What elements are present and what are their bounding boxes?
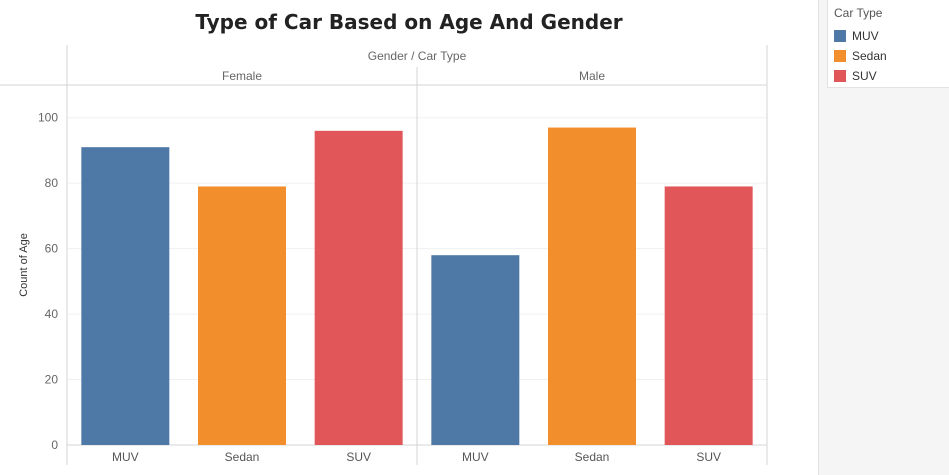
y-tick-label: 40 — [45, 307, 59, 321]
x-category-label: Sedan — [225, 450, 260, 464]
y-tick-label: 100 — [38, 111, 58, 125]
legend-title: Car Type — [834, 6, 882, 20]
bar-male-sedan[interactable] — [548, 128, 636, 445]
legend-label-muv: MUV — [852, 29, 879, 43]
x-category-label: MUV — [462, 450, 489, 464]
y-tick-label: 0 — [51, 438, 58, 452]
bar-female-muv[interactable] — [81, 147, 169, 445]
y-tick-label: 80 — [45, 176, 59, 190]
legend-label-sedan: Sedan — [852, 49, 887, 63]
chart-area: 0 20 40 60 80 100 Female MUV Sedan SUV Male MUV Seda… — [0, 0, 818, 475]
legend-swatch-muv — [834, 30, 846, 42]
bar-female-suv[interactable] — [315, 131, 403, 445]
bar-female-sedan[interactable] — [198, 186, 286, 445]
y-tick-label: 20 — [45, 373, 59, 387]
legend-item-muv[interactable]: MUV — [834, 28, 879, 44]
legend[interactable]: Car Type MUV Sedan SUV — [827, 0, 949, 88]
panel-label-male: Male — [579, 69, 605, 83]
x-category-label: SUV — [696, 450, 721, 464]
column-header: Gender / Car Type — [368, 49, 467, 63]
legend-swatch-suv — [834, 70, 846, 82]
x-category-label: SUV — [346, 450, 371, 464]
legend-item-sedan[interactable]: Sedan — [834, 48, 887, 64]
bar-male-suv[interactable] — [665, 186, 753, 445]
legend-item-suv[interactable]: SUV — [834, 68, 877, 84]
y-axis-label: Count of Age — [18, 233, 30, 297]
y-tick-label: 60 — [45, 242, 59, 256]
bar-male-muv[interactable] — [431, 255, 519, 445]
x-category-label: MUV — [112, 450, 139, 464]
x-category-label: Sedan — [575, 450, 610, 464]
legend-swatch-sedan — [834, 50, 846, 62]
legend-pane: Car Type MUV Sedan SUV — [818, 0, 949, 475]
legend-label-suv: SUV — [852, 69, 877, 83]
panel-label-female: Female — [222, 69, 262, 83]
